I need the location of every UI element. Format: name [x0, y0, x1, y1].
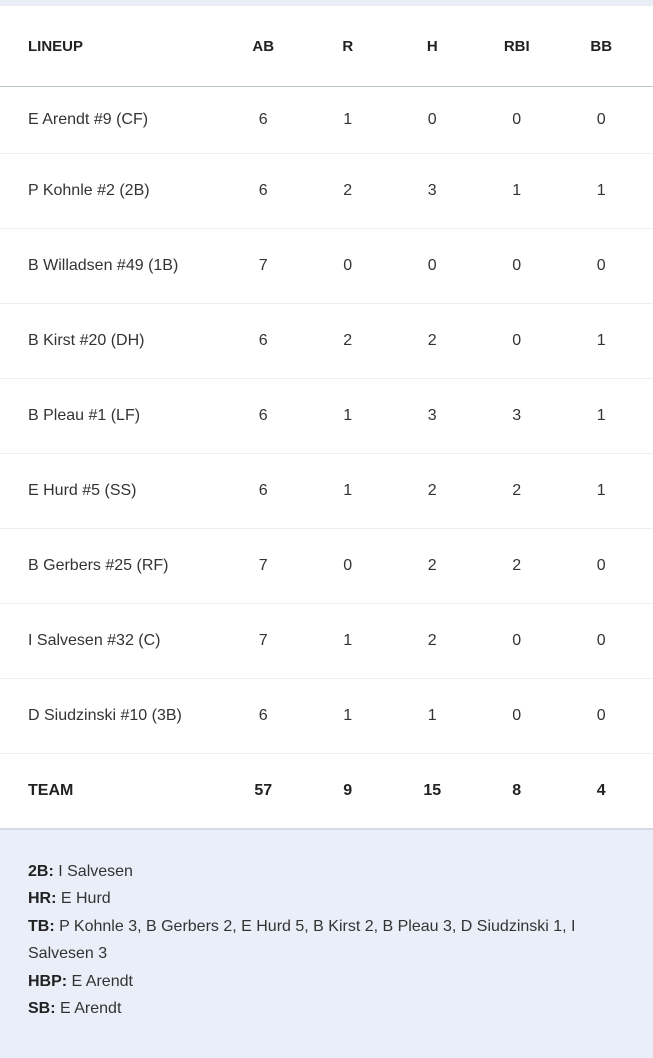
player-bb: 0 — [596, 257, 606, 274]
player-h: 0 — [427, 111, 437, 128]
player-h: 2 — [427, 557, 437, 574]
note-label: 2B: — [28, 863, 54, 880]
player-rbi: 2 — [512, 482, 522, 499]
team-r: 9 — [343, 782, 353, 799]
player-r: 2 — [343, 332, 353, 349]
player-rbi: 0 — [512, 707, 522, 724]
player-bb: 0 — [596, 111, 606, 128]
header-rbi: RBI — [503, 37, 530, 55]
top-divider — [0, 0, 653, 6]
player-ab: 7 — [258, 632, 268, 649]
player-r: 0 — [343, 557, 353, 574]
team-totals-row: TEAM 57 9 15 8 4 — [0, 754, 653, 830]
player-r: 0 — [343, 257, 353, 274]
player-row: B Gerbers #25 (RF) 7 0 2 2 0 — [0, 529, 653, 604]
player-r: 1 — [343, 482, 353, 499]
player-bb: 0 — [596, 707, 606, 724]
player-name[interactable]: B Kirst #20 (DH) — [28, 332, 145, 349]
player-h: 3 — [427, 182, 437, 199]
player-name[interactable]: E Arendt #9 (CF) — [28, 111, 149, 128]
player-rbi: 1 — [512, 182, 522, 199]
player-rbi: 0 — [512, 257, 522, 274]
player-ab: 6 — [258, 407, 268, 424]
player-bb: 1 — [596, 482, 606, 499]
player-h: 2 — [427, 482, 437, 499]
player-ab: 6 — [258, 482, 268, 499]
player-name[interactable]: B Gerbers #25 (RF) — [28, 557, 169, 574]
player-rbi: 3 — [512, 407, 522, 424]
team-label: TEAM — [28, 782, 74, 799]
player-h: 0 — [427, 257, 437, 274]
note-line: 2B: I Salvesen — [28, 858, 625, 885]
player-row: E Arendt #9 (CF) 6 1 0 0 0 — [0, 87, 653, 154]
note-text: E Arendt — [55, 1000, 122, 1018]
note-label: HR: — [28, 890, 57, 908]
game-notes: 2B: I Salvesen HR: E Hurd TB: P Kohnle 3, … — [0, 830, 653, 1058]
note-text: P Kohnle 3, B Gerbers 2, E Hurd 5, B Kir… — [28, 917, 576, 963]
player-name[interactable]: E Hurd #5 (SS) — [28, 482, 137, 499]
note-line: SB: E Arendt — [28, 995, 625, 1022]
player-r: 1 — [343, 407, 353, 424]
player-r: 2 — [343, 182, 353, 199]
box-score-table: LINEUP AB R H RBI BB E Arendt #9 (CF) 6 1 0… — [0, 6, 653, 830]
note-label: HBP: — [28, 972, 68, 990]
player-bb: 1 — [596, 182, 606, 199]
player-bb: 1 — [596, 407, 606, 424]
note-text: E Arendt — [67, 972, 133, 990]
player-h: 3 — [427, 407, 437, 424]
header-bb: BB — [590, 37, 613, 55]
player-row: D Siudzinski #10 (3B) 6 1 1 0 0 — [0, 679, 653, 754]
player-h: 2 — [427, 632, 437, 649]
player-bb: 0 — [596, 632, 606, 649]
player-name[interactable]: D Siudzinski #10 (3B) — [28, 707, 182, 724]
player-row: B Kirst #20 (DH) 6 2 2 0 1 — [0, 304, 653, 379]
player-row: I Salvesen #32 (C) 7 1 2 0 0 — [0, 604, 653, 679]
player-ab: 7 — [258, 557, 268, 574]
player-rbi: 0 — [512, 111, 522, 128]
player-row: E Hurd #5 (SS) 6 1 2 2 1 — [0, 454, 653, 529]
team-ab: 57 — [254, 782, 273, 799]
player-name[interactable]: B Willadsen #49 (1B) — [28, 257, 179, 274]
player-ab: 6 — [258, 332, 268, 349]
table-header: LINEUP AB R H RBI BB — [0, 6, 653, 87]
note-text: I Salvesen — [53, 863, 133, 880]
header-ab: AB — [252, 37, 275, 55]
player-ab: 6 — [258, 111, 268, 128]
player-rbi: 0 — [512, 632, 522, 649]
note-label: TB: — [28, 917, 55, 935]
player-h: 1 — [427, 707, 437, 724]
team-rbi: 8 — [512, 782, 522, 799]
player-rbi: 2 — [512, 557, 522, 574]
player-ab: 6 — [258, 182, 268, 199]
player-h: 2 — [427, 332, 437, 349]
player-row: B Willadsen #49 (1B) 7 0 0 0 0 — [0, 229, 653, 304]
header-lineup: LINEUP — [28, 37, 84, 55]
player-ab: 7 — [258, 257, 268, 274]
player-row: B Pleau #1 (LF) 6 1 3 3 1 — [0, 379, 653, 454]
player-bb: 1 — [596, 332, 606, 349]
note-line: TB: P Kohnle 3, B Gerbers 2, E Hurd 5, B… — [28, 913, 625, 968]
header-h: H — [426, 37, 438, 55]
player-rbi: 0 — [512, 332, 522, 349]
team-h: 15 — [423, 782, 442, 799]
note-line: HBP: E Arendt — [28, 968, 625, 995]
player-r: 1 — [343, 111, 353, 128]
note-text: E Hurd — [56, 890, 111, 908]
note-label: SB: — [28, 1000, 56, 1018]
player-row: P Kohnle #2 (2B) 6 2 3 1 1 — [0, 154, 653, 229]
player-name[interactable]: P Kohnle #2 (2B) — [28, 182, 150, 199]
player-name[interactable]: I Salvesen #32 (C) — [28, 632, 161, 649]
player-r: 1 — [343, 632, 353, 649]
note-line: HR: E Hurd — [28, 885, 625, 912]
player-ab: 6 — [258, 707, 268, 724]
header-r: R — [342, 37, 354, 55]
team-bb: 4 — [596, 782, 606, 799]
player-name[interactable]: B Pleau #1 (LF) — [28, 407, 141, 424]
player-bb: 0 — [596, 557, 606, 574]
player-r: 1 — [343, 707, 353, 724]
